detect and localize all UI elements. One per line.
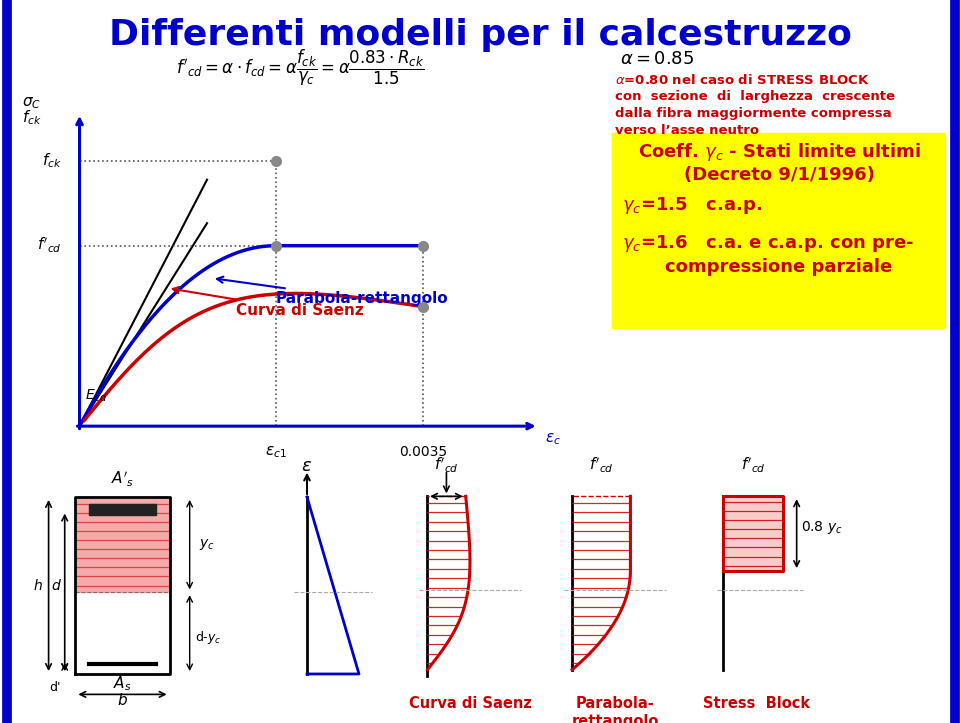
Polygon shape — [76, 497, 170, 592]
Text: $\gamma_c$=1.6   c.a. e c.a.p. con pre-: $\gamma_c$=1.6 c.a. e c.a.p. con pre- — [622, 233, 914, 254]
Text: Curva di Saenz: Curva di Saenz — [173, 287, 364, 317]
Text: d-$y_c$: d-$y_c$ — [195, 629, 222, 646]
Text: 0.0035: 0.0035 — [398, 445, 446, 458]
Text: compressione parziale: compressione parziale — [665, 258, 892, 276]
Text: $f'_{cd}$: $f'_{cd}$ — [37, 236, 61, 255]
Text: $E_{cd}$: $E_{cd}$ — [84, 388, 108, 403]
Text: $f_{ck}$: $f_{ck}$ — [22, 108, 41, 127]
Text: verso l’asse neutro: verso l’asse neutro — [615, 124, 759, 137]
Text: $f'_{cd} = \alpha \cdot f_{cd} = \alpha \dfrac{f_{ck}}{\gamma_c} = \alpha \dfrac: $f'_{cd} = \alpha \cdot f_{cd} = \alpha … — [176, 48, 424, 88]
Polygon shape — [723, 496, 783, 571]
Text: dalla fibra maggiormente compressa: dalla fibra maggiormente compressa — [615, 107, 892, 120]
Text: $0.8\ y_c$: $0.8\ y_c$ — [801, 518, 842, 536]
Text: Parabola-
rettangolo: Parabola- rettangolo — [571, 696, 659, 723]
Text: d: d — [51, 578, 60, 593]
Text: $\sigma_C$: $\sigma_C$ — [22, 95, 41, 111]
Text: $f'_{cd}$: $f'_{cd}$ — [588, 456, 613, 475]
Text: con  sezione  di  larghezza  crescente: con sezione di larghezza crescente — [615, 90, 895, 103]
Text: $\varepsilon$: $\varepsilon$ — [301, 457, 313, 475]
Text: $b$: $b$ — [117, 692, 128, 708]
Text: $\gamma_c$=1.5   c.a.p.: $\gamma_c$=1.5 c.a.p. — [622, 195, 762, 216]
FancyBboxPatch shape — [612, 133, 945, 328]
Text: $f'_{cd}$: $f'_{cd}$ — [434, 456, 459, 475]
Text: Stress  Block: Stress Block — [703, 696, 810, 711]
Text: $\alpha$=0.80 nel caso di STRESS BLOCK: $\alpha$=0.80 nel caso di STRESS BLOCK — [615, 73, 870, 87]
Text: Coeff. $\gamma_c$ - Stati limite ultimi
(Decreto 9/1/1996): Coeff. $\gamma_c$ - Stati limite ultimi … — [637, 141, 921, 184]
Text: h: h — [34, 578, 42, 593]
Text: $y_c$: $y_c$ — [199, 537, 215, 552]
Text: $\varepsilon_{c1}$: $\varepsilon_{c1}$ — [265, 445, 287, 461]
Text: Parabola-rettangolo: Parabola-rettangolo — [217, 277, 448, 307]
Text: $\varepsilon_c$: $\varepsilon_c$ — [545, 432, 561, 448]
Text: $f_{ck}$: $f_{ck}$ — [42, 151, 61, 170]
Text: Curva di Saenz: Curva di Saenz — [409, 696, 532, 711]
Text: $A_s$: $A_s$ — [113, 674, 132, 693]
Text: $f'_{cd}$: $f'_{cd}$ — [741, 456, 766, 475]
Text: $\alpha = 0.85$: $\alpha = 0.85$ — [620, 50, 694, 68]
Text: $A'_s$: $A'_s$ — [110, 470, 134, 489]
Text: Differenti modelli per il calcestruzzo: Differenti modelli per il calcestruzzo — [108, 18, 852, 52]
Polygon shape — [89, 504, 156, 515]
Text: d': d' — [50, 681, 61, 694]
